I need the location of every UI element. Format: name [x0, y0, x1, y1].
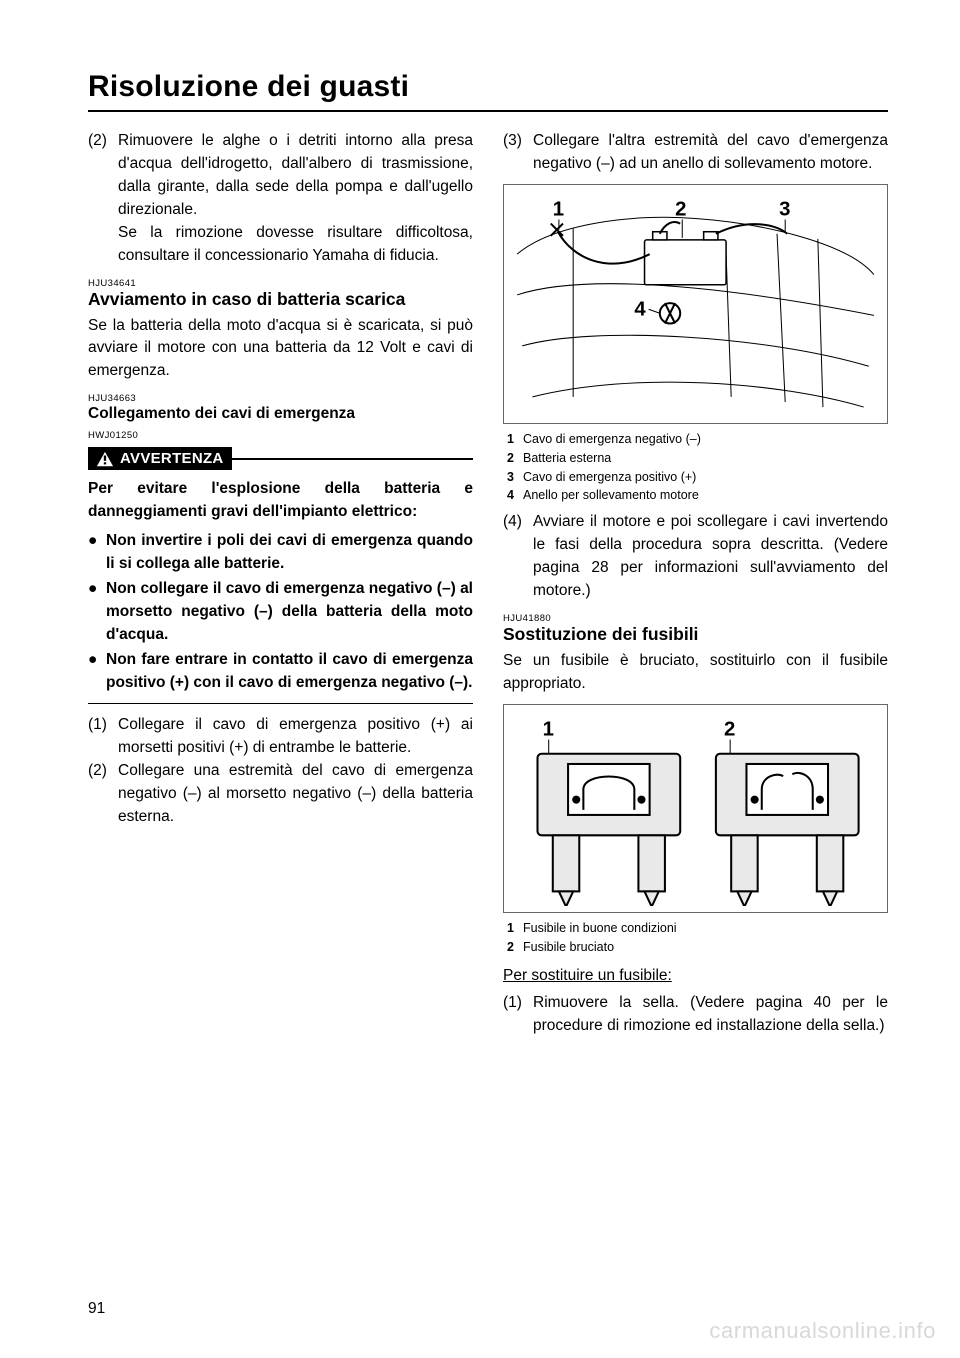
step-number: (2) — [88, 130, 118, 268]
caption-key: 2 — [507, 938, 523, 957]
section-heading-fuses: Sostituzione dei fusibili — [503, 624, 888, 646]
step-number: (1) — [503, 992, 533, 1038]
step-text: Collegare una estremità del cavo di emer… — [118, 760, 473, 829]
section-para: Se un fusibile è bruciato, sostituirlo c… — [503, 650, 888, 696]
caption-row: 2Batteria esterna — [507, 449, 888, 468]
step-2-remove-debris: (2) Rimuovere le alghe o i detriti intor… — [88, 130, 473, 268]
warning-label: AVVERTENZA — [120, 450, 224, 467]
watermark: carmanualsonline.info — [709, 1318, 936, 1344]
figure-caption-fuses: 1Fusibile in buone condizioni 2Fusibile … — [507, 919, 888, 957]
caption-value: Fusibile bruciato — [523, 938, 888, 957]
page: Risoluzione dei guasti (2) Rimuovere le … — [0, 0, 960, 1358]
caption-value: Anello per sollevamento motore — [523, 486, 888, 505]
step-number: (1) — [88, 714, 118, 760]
caption-row: 3Cavo di emergenza positivo (+) — [507, 468, 888, 487]
step-text-part2: Se la rimozione dovesse risultare diffic… — [118, 224, 473, 264]
caption-key: 1 — [507, 919, 523, 938]
section-para: Se la batteria della moto d'acqua si è s… — [88, 315, 473, 384]
bullet-text: Non fare entrare in contatto il cavo di … — [106, 649, 473, 695]
caption-value: Cavo di emergenza negativo (–) — [523, 430, 888, 449]
step-number: (2) — [88, 760, 118, 829]
caption-row: 4Anello per sollevamento motore — [507, 486, 888, 505]
doc-code: HWJ01250 — [88, 430, 473, 441]
caption-key: 4 — [507, 486, 523, 505]
doc-code: HJU34663 — [88, 393, 473, 404]
step-number: (4) — [503, 511, 533, 603]
step-number: (3) — [503, 130, 533, 176]
warning-divider — [232, 458, 473, 460]
figure-battery-diagram: 1 2 3 4 — [503, 184, 888, 424]
callout-3: 3 — [779, 198, 790, 220]
replace-fuse-heading: Per sostituire un fusibile: — [503, 965, 888, 988]
step-text: Avviare il motore e poi scollegare i cav… — [533, 511, 888, 603]
callout-1: 1 — [553, 198, 564, 220]
right-column: (3) Collegare l'altra estremità del cavo… — [503, 130, 888, 1038]
procedure-step-2: (2) Collegare una estremità del cavo di … — [88, 760, 473, 829]
chapter-title: Risoluzione dei guasti — [88, 70, 888, 112]
caption-row: 2Fusibile bruciato — [507, 938, 888, 957]
caption-value: Fusibile in buone condizioni — [523, 919, 888, 938]
warning-badge-row: AVVERTENZA — [88, 447, 473, 470]
two-column-layout: (2) Rimuovere le alghe o i detriti intor… — [88, 130, 888, 1038]
left-column: (2) Rimuovere le alghe o i detriti intor… — [88, 130, 473, 1038]
caption-row: 1Fusibile in buone condizioni — [507, 919, 888, 938]
step-text: Rimuovere le alghe o i detriti intorno a… — [118, 130, 473, 268]
caption-value: Cavo di emergenza positivo (+) — [523, 468, 888, 487]
caption-value: Batteria esterna — [523, 449, 888, 468]
callout-4: 4 — [634, 298, 646, 320]
procedure-step-1: (1) Collegare il cavo di emergenza posit… — [88, 714, 473, 760]
step-text: Rimuovere la sella. (Vedere pagina 40 pe… — [533, 992, 888, 1038]
callout-1: 1 — [543, 718, 554, 740]
bullet-item: ●Non fare entrare in contatto il cavo di… — [88, 649, 473, 695]
bullet-text: Non invertire i poli dei cavi di emergen… — [106, 530, 473, 576]
doc-code: HJU41880 — [503, 613, 888, 624]
bullet-text: Non collegare il cavo di emergenza negat… — [106, 578, 473, 647]
divider — [88, 703, 473, 704]
warning-intro: Per evitare l'esplosione della batteria … — [88, 478, 473, 524]
bullet-item: ●Non invertire i poli dei cavi di emerge… — [88, 530, 473, 576]
page-number: 91 — [88, 1300, 105, 1318]
battery-diagram-svg: 1 2 3 4 — [512, 193, 879, 417]
fuses-svg: 1 2 — [512, 713, 879, 907]
step-text-part1: Rimuovere le alghe o i detriti intorno a… — [118, 132, 473, 218]
step-text: Collegare l'altra estremità del cavo d'e… — [533, 130, 888, 176]
bullet-item: ●Non collegare il cavo di emergenza nega… — [88, 578, 473, 647]
callout-2: 2 — [675, 198, 686, 220]
caption-key: 2 — [507, 449, 523, 468]
caption-key: 3 — [507, 468, 523, 487]
callout-2: 2 — [724, 718, 735, 740]
caption-row: 1Cavo di emergenza negativo (–) — [507, 430, 888, 449]
subsection-heading-jumper-cables: Collegamento dei cavi di emergenza — [88, 404, 473, 424]
step-text: Collegare il cavo di emergenza positivo … — [118, 714, 473, 760]
warning-badge: AVVERTENZA — [88, 447, 232, 470]
figure-caption-battery: 1Cavo di emergenza negativo (–) 2Batteri… — [507, 430, 888, 505]
caption-key: 1 — [507, 430, 523, 449]
procedure-step-3: (3) Collegare l'altra estremità del cavo… — [503, 130, 888, 176]
section-heading-low-battery: Avviamento in caso di batteria scarica — [88, 289, 473, 311]
figure-fuses: 1 2 — [503, 704, 888, 914]
procedure-step-4: (4) Avviare il motore e poi scollegare i… — [503, 511, 888, 603]
warning-bullets: ●Non invertire i poli dei cavi di emerge… — [88, 530, 473, 695]
warning-icon — [96, 451, 114, 467]
replace-step-1: (1) Rimuovere la sella. (Vedere pagina 4… — [503, 992, 888, 1038]
doc-code: HJU34641 — [88, 278, 473, 289]
